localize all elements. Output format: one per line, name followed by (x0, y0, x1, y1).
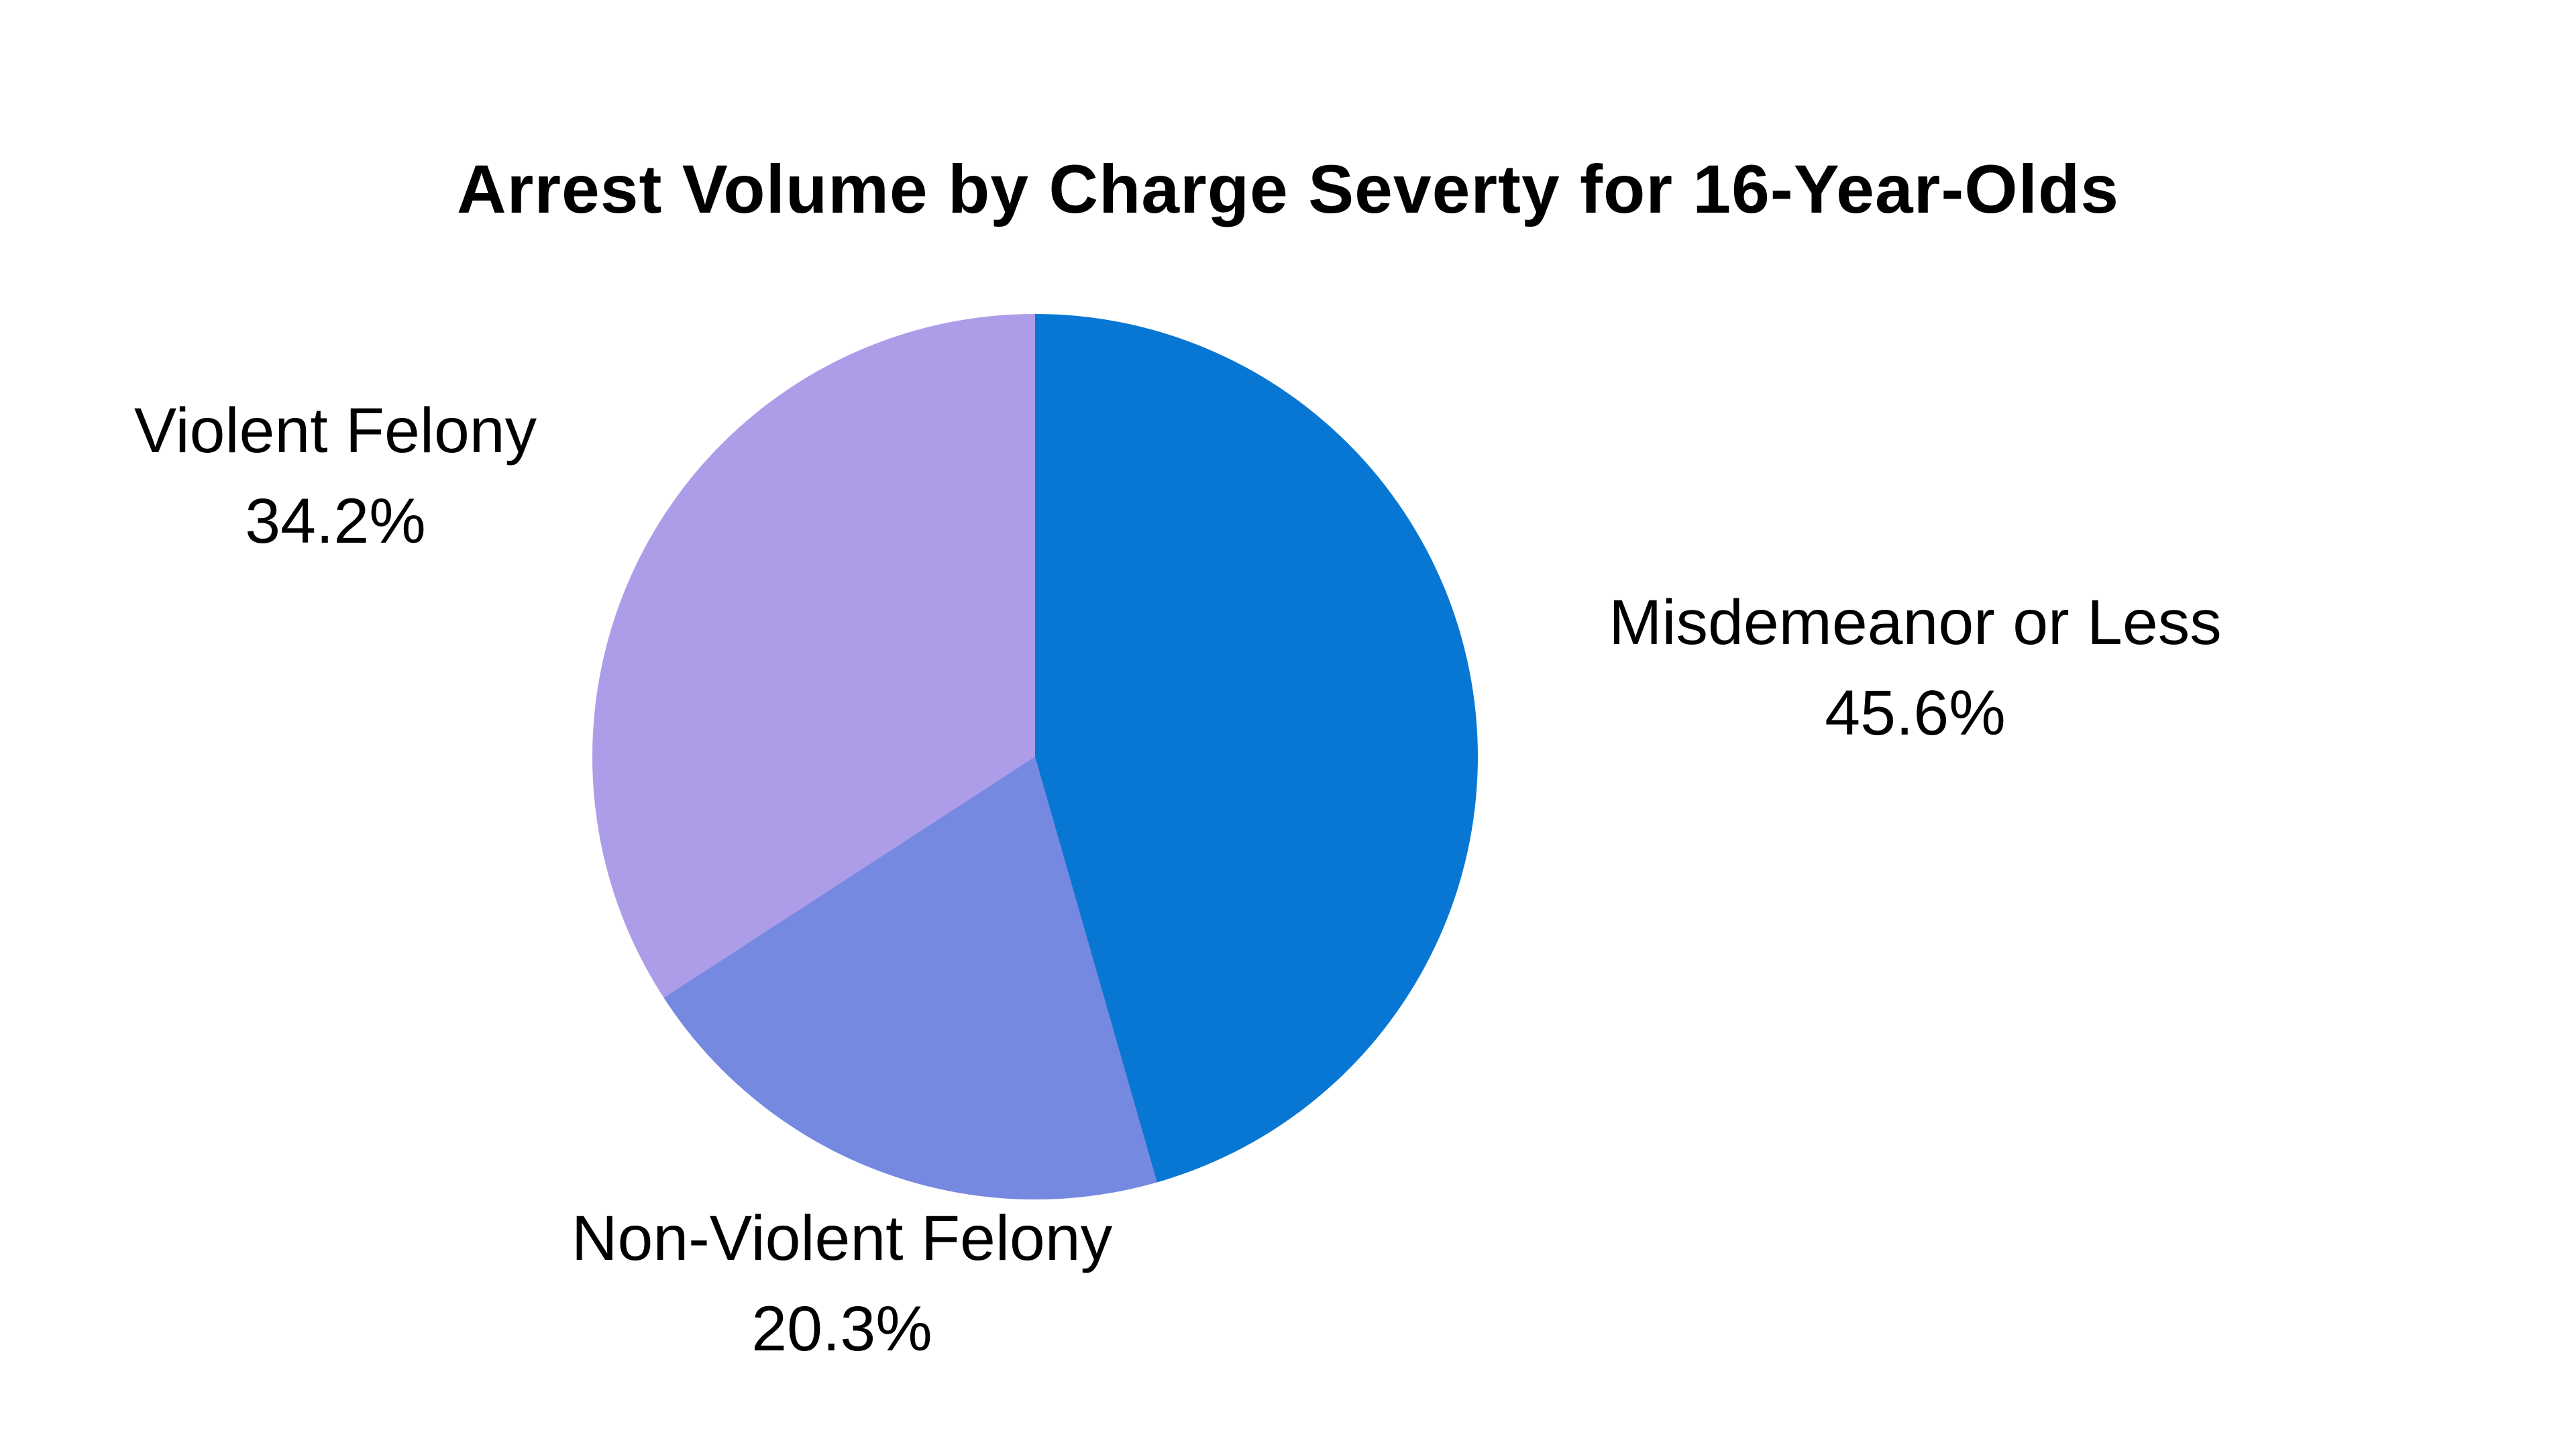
slice-label-percent: 34.2% (245, 486, 426, 557)
pie-chart (592, 314, 1478, 1199)
slice-label-name: Misdemeanor or Less (1609, 587, 2222, 658)
slice-label-name: Violent Felony (133, 395, 537, 466)
slice-label-name: Non-Violent Felony (571, 1203, 1113, 1274)
slice-label-non-violent-felony: Non-Violent Felony 20.3% (572, 1193, 1112, 1375)
slice-label-percent: 45.6% (1825, 678, 2006, 749)
slice-label-percent: 20.3% (751, 1293, 932, 1364)
slice-label-violent-felony: Violent Felony 34.2% (134, 386, 537, 567)
slice-label-misdemeanor-or-less: Misdemeanor or Less 45.6% (1609, 578, 2221, 759)
chart-title: Arrest Volume by Charge Severty for 16-Y… (456, 151, 2120, 227)
